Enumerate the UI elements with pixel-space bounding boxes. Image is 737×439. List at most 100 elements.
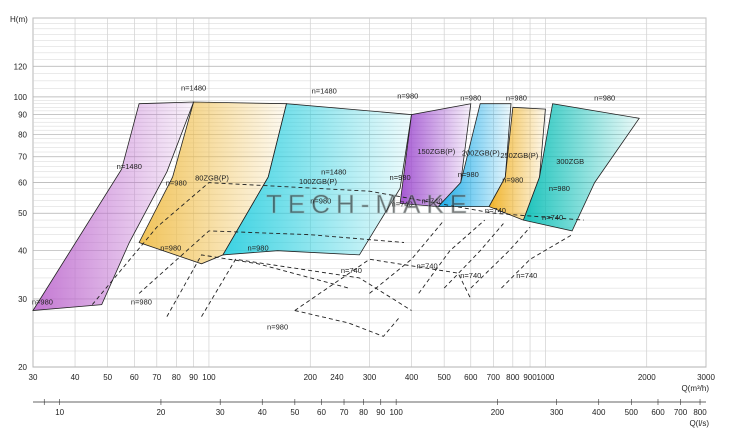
dashed-curve xyxy=(91,182,584,305)
dashed-curves xyxy=(91,182,584,337)
pump-model-label: 100ZGB(P) xyxy=(299,177,337,186)
watermark: TECH-MAKE xyxy=(266,189,473,219)
x2-tick-label: 100 xyxy=(389,408,403,417)
dashed-curve xyxy=(418,219,485,294)
pump-model-label: 150ZGB(P) xyxy=(417,147,455,156)
x2-tick-label: 300 xyxy=(550,408,564,417)
x2-tick-label: 80 xyxy=(359,408,368,417)
x2-tick-label: 800 xyxy=(693,408,707,417)
speed-label: n=980 xyxy=(390,173,411,182)
x-tick-label: 50 xyxy=(103,373,112,382)
pump-model-label: 200ZGB(P) xyxy=(462,148,500,157)
speed-label: n=980 xyxy=(460,93,481,102)
speed-label: n=980 xyxy=(458,170,479,179)
x2-axis-label: Q(l/s) xyxy=(689,419,709,428)
x-axis-label: Q(m³/h) xyxy=(681,384,709,393)
x-tick-label: 500 xyxy=(437,373,451,382)
y-axis-label: H(m) xyxy=(10,15,28,24)
pump-region xyxy=(32,101,195,311)
y-tick-label: 40 xyxy=(18,247,27,256)
speed-label: n=740 xyxy=(460,271,481,280)
x-tick-label: 90 xyxy=(189,373,198,382)
speed-label: n=740 xyxy=(341,266,362,275)
pump-model-label: 300ZGB xyxy=(556,157,584,166)
x-tick-label: 600 xyxy=(464,373,478,382)
x-tick-label: 400 xyxy=(405,373,419,382)
x2-tick-label: 400 xyxy=(592,408,606,417)
speed-label: n=980 xyxy=(166,178,187,187)
x2-tick-label: 60 xyxy=(317,408,326,417)
speed-label: n=740 xyxy=(421,196,442,205)
x-tick-label: 3000 xyxy=(697,373,715,382)
y-tick-label: 60 xyxy=(18,179,27,188)
dashed-curve xyxy=(443,223,504,289)
y-tick-label: 70 xyxy=(18,153,27,162)
x-tick-label: 100 xyxy=(202,373,216,382)
speed-label: n=980 xyxy=(549,184,570,193)
y-tick-label: 80 xyxy=(18,130,27,139)
speed-label: n=740 xyxy=(542,213,563,222)
pump-model-label: 250ZGB(P) xyxy=(500,151,538,160)
speed-label: n=740 xyxy=(392,200,413,209)
x-tick-label: 300 xyxy=(363,373,377,382)
x-tick-label: 900 xyxy=(523,373,537,382)
pump-regions: 80ZGB(P) 100ZGB(P) 150ZGB(P) 200ZGB(P) 250ZG… xyxy=(32,101,640,311)
speed-label: n=980 xyxy=(310,196,331,205)
speed-label: n=980 xyxy=(248,244,269,253)
x-tick-label: 40 xyxy=(71,373,80,382)
dashed-curve xyxy=(470,226,531,289)
x-tick-label: 30 xyxy=(29,373,38,382)
dashed-curve xyxy=(501,234,573,289)
pump-region xyxy=(522,103,640,232)
x-tick-label: 1000 xyxy=(537,373,555,382)
y-tick-label: 30 xyxy=(18,295,27,304)
x-tick-label: 2000 xyxy=(638,373,656,382)
dashed-curve xyxy=(294,310,401,337)
speed-label: n=980 xyxy=(160,244,181,253)
y-tick-label: 90 xyxy=(18,111,27,120)
speed-label: n=980 xyxy=(267,323,288,332)
x-tick-label: 240 xyxy=(330,373,344,382)
speed-label: n=980 xyxy=(131,298,152,307)
x2-tick-label: 20 xyxy=(156,408,165,417)
x2-tick-label: 30 xyxy=(216,408,225,417)
x2-tick-label: 500 xyxy=(625,408,639,417)
x2-tick-label: 40 xyxy=(258,408,267,417)
y-tick-label: 50 xyxy=(18,209,27,218)
pump-region xyxy=(222,103,412,256)
pump-model-label: 80ZGB(P) xyxy=(195,174,229,183)
x2-tick-label: 70 xyxy=(340,408,349,417)
speed-label: n=1480 xyxy=(312,87,337,96)
speed-label: n=1480 xyxy=(181,83,206,92)
dashed-curve xyxy=(166,254,349,317)
x2-tick-label: 10 xyxy=(55,408,64,417)
speed-label: n=980 xyxy=(502,176,523,185)
speed-label: n=980 xyxy=(506,93,527,102)
x2-tick-label: 600 xyxy=(651,408,665,417)
x-tick-label: 200 xyxy=(304,373,318,382)
x-tick-label: 80 xyxy=(172,373,181,382)
speed-label: n=1480 xyxy=(117,162,142,171)
speed-labels: n=1480 n=1480 n=980 n=980 n=980 n=980 n=1480 n=… xyxy=(32,83,615,331)
speed-label: n=740 xyxy=(516,271,537,280)
x2-tick-label: 50 xyxy=(290,408,299,417)
dashed-curve xyxy=(201,258,412,317)
speed-label: n=740 xyxy=(417,261,438,270)
pump-region xyxy=(399,103,472,208)
speed-label: n=980 xyxy=(32,298,53,307)
x2-tick-label: 90 xyxy=(376,408,385,417)
y-tick-label: 120 xyxy=(14,62,28,71)
x2-tick-label: 200 xyxy=(491,408,505,417)
speed-label: n=980 xyxy=(594,93,615,102)
speed-label: n=1480 xyxy=(321,167,346,176)
speed-label: n=740 xyxy=(485,206,506,215)
x-tick-label: 70 xyxy=(152,373,161,382)
x-tick-label: 60 xyxy=(130,373,139,382)
x2-tick-label: 700 xyxy=(674,408,688,417)
speed-label: n=980 xyxy=(397,92,418,101)
x-tick-label: 700 xyxy=(487,373,501,382)
y-tick-label: 20 xyxy=(18,363,27,372)
